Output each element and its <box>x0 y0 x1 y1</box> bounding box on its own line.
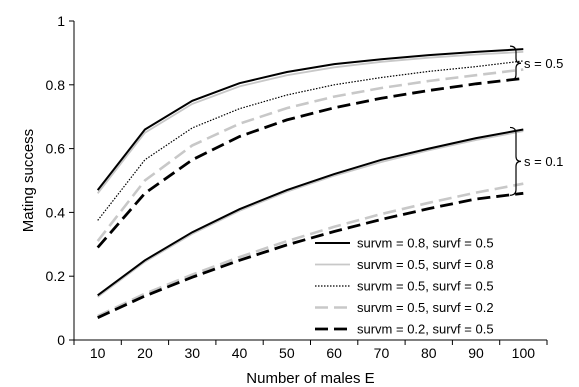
series-line <box>97 128 524 297</box>
x-tick-label: 70 <box>374 345 390 361</box>
legend: survm = 0.8, survf = 0.5 survm = 0.5, sur… <box>315 236 494 337</box>
x-tick-label: 20 <box>137 345 153 361</box>
x-tick-label: 50 <box>279 345 295 361</box>
series-line <box>97 191 524 319</box>
y-tick-label: 0.6 <box>46 141 66 157</box>
legend-label: survm = 0.2, survf = 0.5 <box>357 322 494 337</box>
axes: 0 0.2 0.4 0.6 0.8 1 10 20 30 40 50 60 70 80 90 100 Numbe… <box>20 13 548 387</box>
x-tick-label: 80 <box>421 345 437 361</box>
legend-label: survm = 0.5, survf = 0.8 <box>357 257 494 272</box>
y-axis-title: Mating success <box>20 129 37 232</box>
x-tick-label: 40 <box>232 345 248 361</box>
bracket <box>509 45 522 82</box>
bracket <box>509 126 522 196</box>
y-tick-label: 0.2 <box>46 268 66 284</box>
y-tick-label: 1 <box>57 13 65 29</box>
x-tick-label: 10 <box>90 345 106 361</box>
y-tick-label: 0.4 <box>46 204 66 220</box>
series-line <box>96 77 524 249</box>
legend-label: survm = 0.8, survf = 0.5 <box>357 236 494 251</box>
series-line <box>97 182 524 318</box>
x-tick-label: 30 <box>184 345 200 361</box>
series-layer <box>96 48 524 319</box>
series-line <box>96 51 524 194</box>
x-tick-label: 60 <box>326 345 342 361</box>
x-tick-label: 100 <box>512 345 536 361</box>
series-line <box>96 48 524 191</box>
y-tick-label: 0 <box>57 332 65 348</box>
series-line <box>97 130 524 298</box>
series-line <box>96 68 524 242</box>
annotations: s = 0.5 s = 0.1 <box>509 45 563 196</box>
annotation-label: s = 0.5 <box>524 56 563 71</box>
legend-label: survm = 0.5, survf = 0.5 <box>357 279 494 294</box>
series-line <box>97 60 524 221</box>
legend-label: survm = 0.5, survf = 0.2 <box>357 300 494 315</box>
x-axis-title: Number of males E <box>246 370 374 387</box>
y-tick-label: 0.8 <box>46 77 66 93</box>
x-tick-label: 90 <box>468 345 484 361</box>
annotation-label: s = 0.1 <box>524 154 563 169</box>
